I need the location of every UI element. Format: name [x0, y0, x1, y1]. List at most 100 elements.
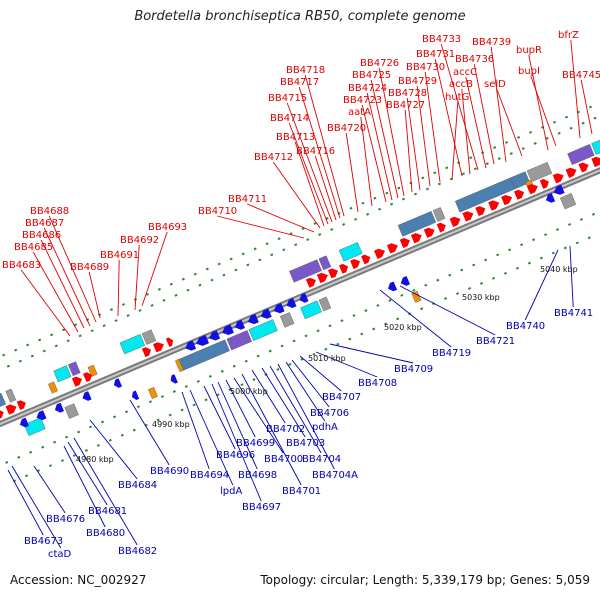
- tick-row-2: [112, 415, 117, 419]
- forward-leader-line: [465, 76, 487, 169]
- tick-row-2: [567, 223, 572, 226]
- tick-row-0: [397, 186, 401, 190]
- tick-row-1: [270, 253, 274, 257]
- tick-row-0: [157, 287, 161, 291]
- reverse-gene-arrow: [19, 417, 29, 428]
- forward-leader-line: [294, 141, 325, 227]
- tick-row-0: [552, 120, 557, 124]
- upper-feature-block: [141, 329, 157, 345]
- forward-gene-arrow: [83, 372, 93, 382]
- tick-row-3: [503, 271, 507, 275]
- reverse-gene-label: BB4707: [322, 392, 361, 403]
- tick-row-2: [208, 374, 212, 378]
- lower-feature-block: [226, 330, 252, 351]
- reverse-gene-arrow: [234, 319, 245, 330]
- forward-gene-arrow: [410, 233, 422, 244]
- orange-feature-block: [87, 364, 98, 377]
- forward-gene-arrow: [501, 195, 513, 206]
- lower-feature-block: [279, 312, 295, 328]
- forward-gene-label: BB4692: [120, 235, 159, 246]
- kbp-label: 5020 kbp: [384, 323, 422, 332]
- forward-leader-line: [404, 109, 413, 193]
- forward-gene-arrow: [475, 206, 486, 217]
- tick-row-2: [484, 258, 488, 262]
- upper-feature-block: [338, 242, 363, 262]
- tick-row-3: [276, 368, 280, 371]
- reverse-gene-label: BB4676: [46, 514, 85, 525]
- forward-gene-label: BB4685: [14, 242, 53, 253]
- upper-feature-block: [526, 161, 553, 183]
- reverse-gene-arrow: [388, 281, 398, 292]
- reverse-leader-line: [277, 363, 335, 470]
- tick-row-2: [232, 364, 236, 368]
- tick-row-3: [456, 292, 460, 295]
- reverse-gene-arrow: [54, 402, 64, 413]
- reverse-gene-label: BB4708: [358, 378, 397, 389]
- tick-row-2: [53, 440, 57, 444]
- tick-row-1: [138, 309, 142, 312]
- reverse-gene-label: BB4721: [476, 336, 515, 347]
- forward-gene-label: BB4745: [562, 70, 600, 81]
- forward-gene-label: BB4725: [352, 70, 391, 81]
- feature-blocks: [0, 139, 600, 436]
- tick-row-3: [252, 378, 256, 381]
- tick-row-2: [436, 278, 440, 282]
- tick-row-0: [373, 196, 377, 200]
- gene-labels: BB4683BB4685BB4686BB4687BB4688BB4689BB46…: [2, 30, 600, 560]
- forward-gene-label: BB4731: [416, 49, 455, 60]
- forward-gene-arrow: [153, 342, 164, 353]
- tick-row-0: [38, 338, 42, 342]
- gene-arrows: [0, 156, 600, 428]
- forward-gene-arrow: [328, 268, 338, 279]
- tick-row-1: [162, 298, 166, 302]
- forward-leader-line: [48, 215, 97, 323]
- forward-gene-label: accC: [453, 67, 477, 78]
- lower-feature-block: [300, 300, 322, 320]
- reverse-leader-line: [285, 361, 326, 422]
- tick-row-3: [527, 261, 531, 265]
- tick-row-2: [316, 329, 320, 333]
- tick-row-2: [256, 354, 260, 358]
- forward-gene-label: BB4689: [70, 262, 109, 273]
- tick-row-3: [48, 464, 52, 468]
- tick-row-1: [246, 263, 250, 267]
- tick-row-3: [156, 418, 160, 422]
- tick-row-0: [26, 343, 30, 347]
- forward-gene-arrow: [361, 254, 371, 265]
- tick-row-0: [253, 247, 257, 251]
- tick-row-1: [114, 319, 118, 323]
- tick-row-1: [126, 314, 130, 317]
- tick-row-1: [90, 329, 94, 333]
- forward-gene-label: hutG: [445, 92, 469, 103]
- tick-row-1: [186, 288, 190, 292]
- forward-gene-label: BB4712: [254, 152, 293, 163]
- reverse-gene-label: BB4699: [236, 438, 275, 449]
- tick-row-1: [557, 131, 561, 135]
- kbp-label: 4980 kbp: [76, 455, 114, 464]
- forward-leader-line: [490, 46, 507, 163]
- tick-row-1: [66, 339, 70, 343]
- forward-leader-line: [134, 244, 140, 311]
- forward-gene-arrow: [399, 238, 410, 249]
- reverse-leader-line: [129, 399, 170, 466]
- forward-leader-line: [434, 58, 463, 177]
- tick-row-0: [349, 206, 353, 210]
- tick-row-2: [579, 218, 584, 221]
- forward-gene-label: BB4724: [348, 83, 387, 94]
- tick-row-0: [181, 277, 185, 281]
- tick-row-2: [376, 304, 380, 307]
- tick-row-2: [388, 299, 392, 302]
- reverse-leader-line: [217, 381, 258, 470]
- reverse-leader-line: [251, 369, 286, 424]
- forward-leader-line: [496, 88, 523, 157]
- tick-row-1: [210, 278, 214, 282]
- tick-row-0: [433, 171, 437, 175]
- forward-leader-line: [361, 104, 387, 203]
- reverse-leader-line: [379, 289, 452, 348]
- forward-gene-arrow: [488, 200, 500, 211]
- tick-row-2: [184, 385, 188, 388]
- reverse-leader-line: [89, 419, 138, 480]
- forward-gene-arrow: [165, 337, 174, 347]
- tick-row-1: [437, 182, 441, 186]
- reverse-leader-line: [181, 391, 210, 470]
